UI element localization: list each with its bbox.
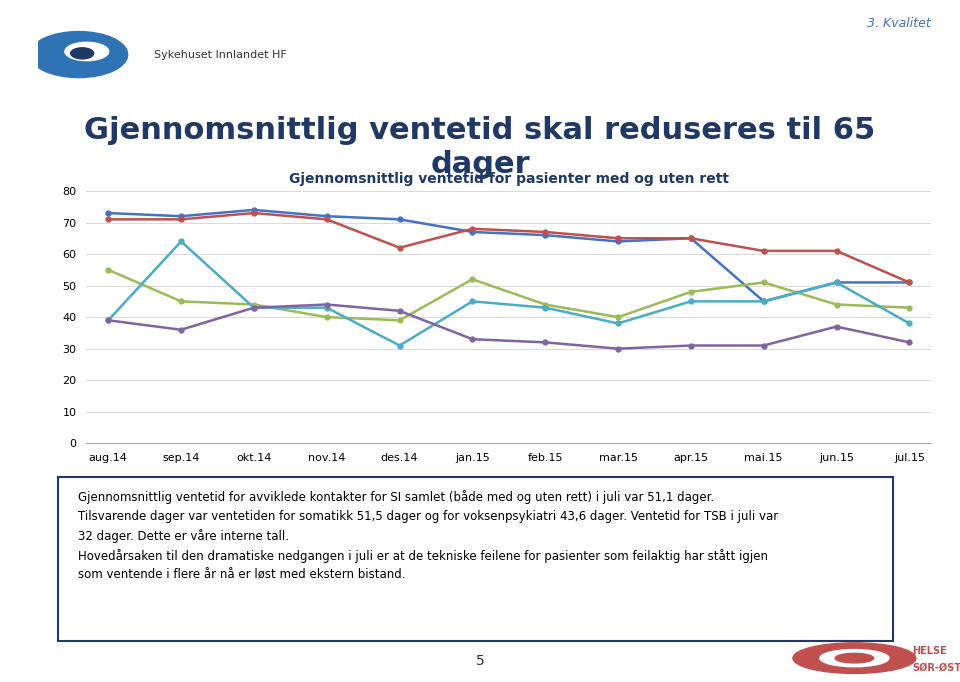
PHV TSB	[176, 326, 187, 334]
SI totalt	[903, 278, 915, 286]
PHV TSB	[758, 342, 770, 350]
PHV voksen	[394, 316, 405, 325]
PHV voksen	[467, 275, 478, 284]
PHV BUP	[467, 297, 478, 306]
Ellipse shape	[30, 31, 128, 78]
SI totalt	[248, 206, 259, 214]
Ellipse shape	[65, 42, 108, 61]
SI totalt	[685, 234, 697, 242]
SI totalt	[830, 278, 842, 286]
PHV TSB	[612, 344, 624, 353]
Line: Somatikk: Somatikk	[106, 211, 912, 285]
PHV TSB	[321, 300, 332, 308]
PHV BUP	[321, 303, 332, 312]
PHV BUP	[540, 303, 551, 312]
SI totalt	[612, 237, 624, 246]
Text: Gjennomsnittlig ventetid skal reduseres til 65
dager: Gjennomsnittlig ventetid skal reduseres …	[84, 116, 876, 179]
PHV BUP	[685, 297, 697, 306]
PHV TSB	[467, 335, 478, 343]
PHV TSB	[248, 303, 259, 312]
Somatikk	[103, 216, 114, 224]
PHV TSB	[685, 342, 697, 350]
Line: SI totalt: SI totalt	[106, 207, 912, 303]
Somatikk	[903, 278, 915, 286]
PHV voksen	[540, 300, 551, 308]
PHV voksen	[612, 313, 624, 321]
Somatikk	[248, 209, 259, 217]
PHV voksen	[685, 288, 697, 296]
Text: SØR-ØST: SØR-ØST	[912, 663, 960, 672]
PHV BUP	[176, 237, 187, 246]
PHV TSB	[394, 307, 405, 315]
Somatikk	[540, 228, 551, 236]
FancyBboxPatch shape	[58, 477, 893, 641]
Line: PHV BUP: PHV BUP	[106, 239, 912, 348]
Line: PHV TSB: PHV TSB	[106, 302, 912, 351]
PHV voksen	[176, 297, 187, 306]
PHV voksen	[321, 313, 332, 321]
PHV BUP	[903, 319, 915, 327]
SI totalt	[758, 297, 770, 306]
PHV voksen	[248, 300, 259, 308]
Somatikk	[394, 243, 405, 252]
PHV voksen	[830, 300, 842, 308]
Legend: SI totalt, Somatikk, PHV voksen, PHV BUP, PHV TSB: SI totalt, Somatikk, PHV voksen, PHV BUP…	[291, 481, 727, 501]
Text: Sykehuset Innlandet HF: Sykehuset Innlandet HF	[154, 50, 286, 59]
PHV BUP	[103, 316, 114, 325]
SI totalt	[321, 212, 332, 220]
Somatikk	[685, 234, 697, 242]
SI totalt	[394, 216, 405, 224]
Somatikk	[758, 247, 770, 255]
PHV BUP	[248, 303, 259, 312]
Text: 3. Kvalitet: 3. Kvalitet	[868, 17, 931, 30]
Text: Gjennomsnittlig ventetid for avviklede kontakter for SI samlet (både med og uten: Gjennomsnittlig ventetid for avviklede k…	[79, 490, 779, 582]
Ellipse shape	[71, 48, 94, 59]
Somatikk	[612, 234, 624, 242]
PHV TSB	[903, 338, 915, 346]
SI totalt	[103, 209, 114, 217]
Somatikk	[321, 216, 332, 224]
Line: PHV voksen: PHV voksen	[106, 267, 912, 323]
Text: 5: 5	[475, 654, 485, 668]
PHV TSB	[540, 338, 551, 346]
PHV TSB	[103, 316, 114, 325]
Somatikk	[830, 247, 842, 255]
Text: HELSE: HELSE	[912, 646, 947, 656]
Circle shape	[835, 653, 874, 663]
PHV BUP	[830, 278, 842, 286]
Circle shape	[793, 643, 916, 673]
SI totalt	[176, 212, 187, 220]
Circle shape	[820, 649, 889, 667]
PHV voksen	[103, 266, 114, 274]
PHV voksen	[903, 303, 915, 312]
PHV TSB	[830, 323, 842, 331]
SI totalt	[467, 228, 478, 236]
PHV voksen	[758, 278, 770, 286]
PHV BUP	[758, 297, 770, 306]
Somatikk	[176, 216, 187, 224]
Title: Gjennomsnittlig ventetid for pasienter med og uten rett: Gjennomsnittlig ventetid for pasienter m…	[289, 172, 729, 186]
SI totalt	[540, 231, 551, 239]
Somatikk	[467, 225, 478, 233]
PHV BUP	[612, 319, 624, 327]
PHV BUP	[394, 342, 405, 350]
